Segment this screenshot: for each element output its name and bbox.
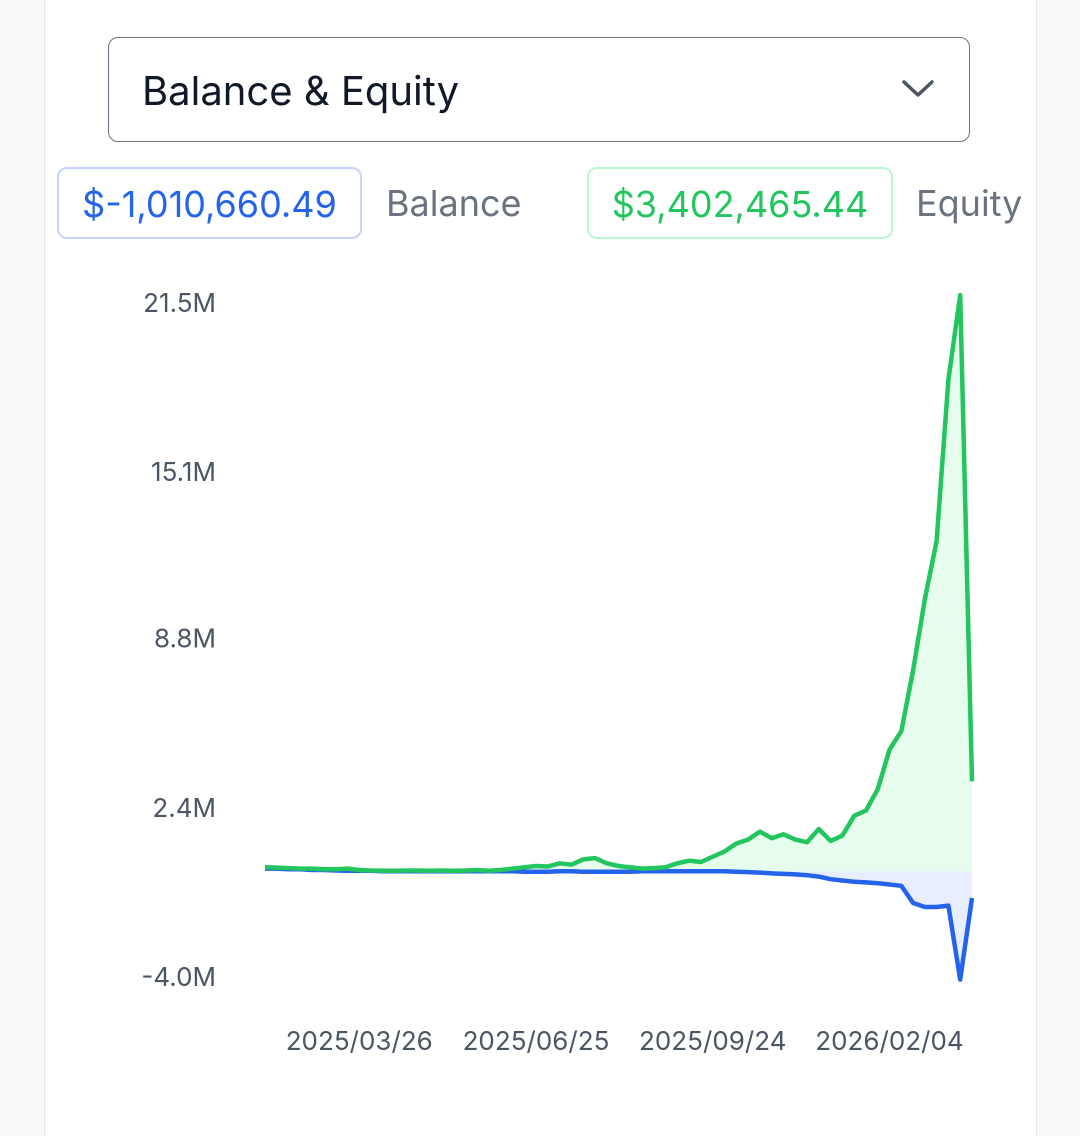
equity-badge: $3,402,465.44 bbox=[587, 167, 893, 239]
y-tick-label: -4.0M bbox=[141, 962, 216, 993]
y-tick-label: 21.5M bbox=[143, 288, 216, 319]
area bbox=[265, 868, 972, 980]
chevron-icon bbox=[902, 80, 934, 97]
card bbox=[44, 0, 1037, 1136]
line bbox=[264, 292, 975, 873]
selector-text: Balance & Equity bbox=[142, 66, 460, 115]
y-tick-label: 15.1M bbox=[151, 457, 216, 488]
y-tick-label: 2.4M bbox=[152, 793, 216, 824]
x-tick-label: 2026/02/04 bbox=[815, 1026, 963, 1057]
x-tick-label: 2025/06/25 bbox=[463, 1026, 610, 1057]
chart-selector[interactable]: Balance & Equity bbox=[108, 37, 970, 142]
line bbox=[265, 866, 975, 982]
balance-label: Balance bbox=[386, 181, 522, 225]
equity-label: Equity bbox=[916, 181, 1023, 225]
area bbox=[265, 295, 972, 872]
balance-badge: $-1,010,660.49 bbox=[57, 167, 362, 239]
x-tick-label: 2025/03/26 bbox=[286, 1026, 433, 1057]
y-tick-label: 8.8M bbox=[154, 624, 216, 655]
x-tick-label: 2025/09/24 bbox=[639, 1026, 786, 1057]
